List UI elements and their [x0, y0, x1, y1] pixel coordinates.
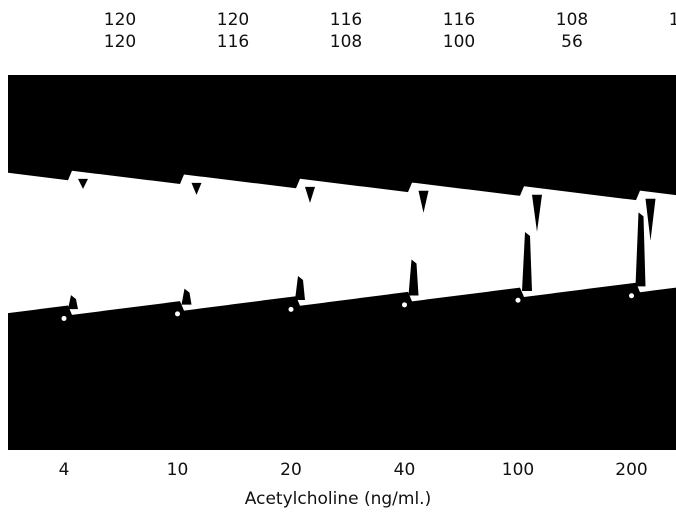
lower-spike [68, 295, 78, 309]
dose-label: 20 [280, 460, 302, 480]
dose-label: 10 [167, 460, 189, 480]
upper-trace [8, 75, 676, 200]
top-value: 116 [443, 10, 475, 30]
upper-spike [646, 199, 656, 241]
marker-dot [175, 311, 180, 316]
bottom-value: 108 [330, 32, 362, 52]
dose-label: 4 [59, 460, 70, 480]
top-value: 116 [330, 10, 362, 30]
top-value: 120 [104, 10, 136, 30]
top-value: 108 [669, 10, 676, 30]
marker-dot [402, 302, 407, 307]
marker-dot [289, 307, 294, 312]
lower-spike [295, 276, 305, 300]
top-value: 108 [556, 10, 588, 30]
upper-spike [532, 195, 542, 232]
upper-spike [192, 183, 202, 195]
lower-spike [522, 232, 532, 291]
upper-spike [305, 187, 315, 203]
bottom-value: 100 [443, 32, 475, 52]
dose-label: 100 [502, 460, 534, 480]
lower-spike [409, 260, 419, 296]
top-value: 120 [217, 10, 249, 30]
marker-dot [62, 316, 67, 321]
x-label: Acetylcholine (ng/ml.) [245, 489, 431, 509]
marker-dot [516, 298, 521, 303]
lower-trace [8, 283, 676, 450]
bottom-value: 116 [217, 32, 249, 52]
dose-label: 40 [394, 460, 416, 480]
dose-label: 200 [615, 460, 647, 480]
figure: Acetylcholine (ng/ml.) 12012041201161011… [0, 0, 676, 512]
upper-spike [78, 179, 88, 189]
lower-spike [182, 289, 192, 305]
lower-spike [636, 212, 646, 286]
bottom-value: 120 [104, 32, 136, 52]
bottom-value: 56 [561, 32, 583, 52]
marker-dot [629, 293, 634, 298]
upper-spike [419, 191, 429, 213]
